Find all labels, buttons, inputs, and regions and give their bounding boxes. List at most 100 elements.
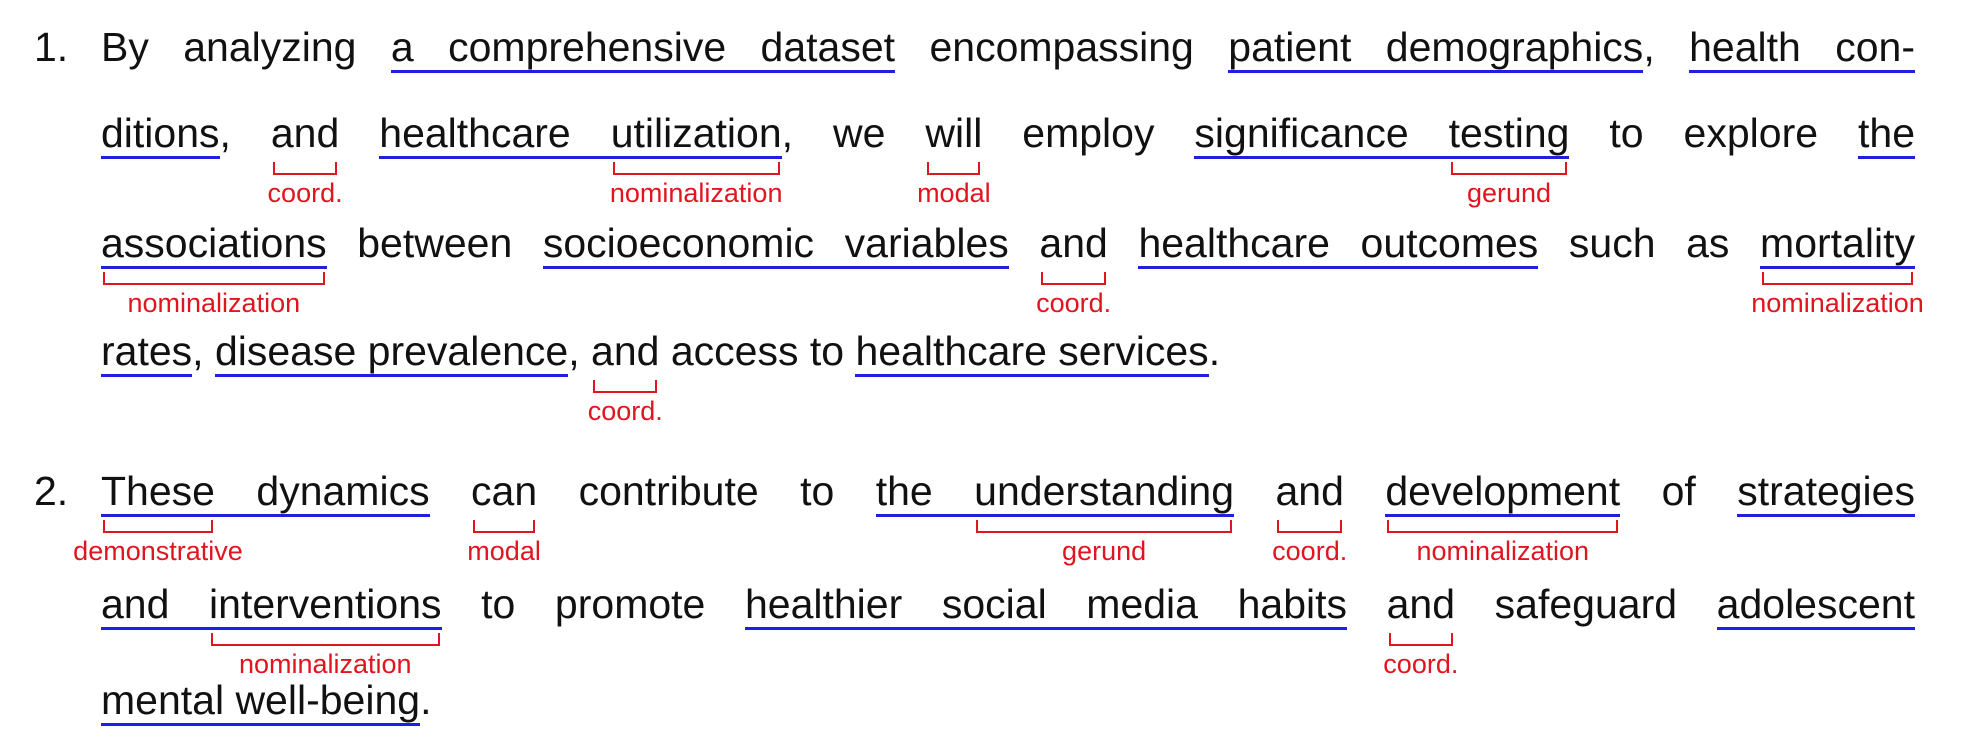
annotation-label: nominalization [609, 178, 783, 208]
segment-text: socioeconomic variables [542, 220, 1009, 266]
segment-text: , we [781, 110, 926, 156]
segment-text: of [1620, 468, 1738, 514]
annotation-bracket [272, 162, 338, 175]
segment-text: healthcare [379, 110, 611, 156]
annotation-bracket [211, 633, 440, 646]
underlined-phrase: health con- [1689, 24, 1916, 73]
segment-text: healthier social media habits [744, 581, 1347, 627]
segment-text [1234, 468, 1275, 514]
segment-text: significance [1194, 110, 1449, 156]
segment-text: healthcare services [855, 328, 1209, 374]
annotation-label: nominalization [1751, 288, 1924, 318]
segment-text: and [591, 328, 660, 374]
text-line: By analyzing a comprehensive dataset enc… [101, 22, 1916, 73]
underlined-phrase: mortality nominalization [1751, 220, 1924, 318]
underlined-phrase: dynamics [214, 468, 430, 517]
segment-text: such as [1538, 220, 1761, 266]
segment-text: patient demographics [1228, 24, 1644, 70]
underlined-phrase: significance [1194, 110, 1449, 159]
text-segment: safeguard [1455, 581, 1717, 627]
text-segment [1108, 220, 1139, 266]
segment-text [339, 110, 379, 156]
underlined-phrase: healthier social media habits [744, 581, 1347, 630]
text-segment: and coord. [1383, 581, 1458, 679]
underlined-phrase: a comprehensive dataset [390, 24, 896, 73]
underlined-phrase: strategies [1737, 468, 1915, 517]
annotation-bracket [1450, 162, 1568, 175]
annotation-bracket [473, 520, 536, 533]
text-segment: contribute to [537, 468, 876, 514]
annotation-label: nominalization [238, 649, 412, 679]
segment-text: safeguard [1455, 581, 1717, 627]
item-number: 1. [34, 24, 69, 70]
annotation-bracket [103, 520, 213, 533]
annotation-bracket [1041, 272, 1106, 285]
text-segment [1347, 581, 1387, 627]
underlined-phrase: These demonstrative [73, 468, 243, 566]
underlined-phrase: mental well-being [101, 677, 421, 726]
text-segment: and coord. [588, 328, 663, 426]
annotation-label: modal [467, 536, 541, 566]
text-segment: and coord. [268, 110, 343, 208]
segment-text: and [270, 110, 340, 156]
underlined-phrase: the [1858, 110, 1915, 159]
segment-text: development [1385, 468, 1621, 514]
text-segment [339, 110, 379, 156]
text-segment [1344, 468, 1385, 514]
annotation-bracket [612, 162, 780, 175]
segment-text: dynamics [214, 468, 430, 514]
segment-text: and [101, 581, 210, 627]
segment-text: . [420, 677, 432, 723]
underlined-phrase: healthcare outcomes [1138, 220, 1539, 269]
annotation-label: demonstrative [73, 536, 243, 566]
segment-text: . [1208, 328, 1221, 374]
underlined-phrase: disease prevalence [214, 328, 569, 377]
segment-text [430, 468, 471, 514]
segment-text [1108, 220, 1139, 266]
text-segment [1009, 220, 1040, 266]
underlined-phrase: rates [101, 328, 193, 377]
text-segment: access to [659, 328, 855, 374]
segment-text: contribute to [537, 468, 876, 514]
segment-text: , [1643, 24, 1690, 70]
annotation-bracket [1762, 272, 1913, 285]
text-segment: such as [1538, 220, 1760, 266]
text-segment: , [568, 328, 591, 374]
text-segment: . [1209, 328, 1220, 374]
segment-text: to explore [1569, 110, 1858, 156]
underlined-phrase: socioeconomic variables [542, 220, 1009, 269]
annotation-bracket [1388, 633, 1454, 646]
segment-text: can [471, 468, 538, 514]
underlined-phrase: adolescent [1716, 581, 1915, 630]
segment-text: testing [1448, 110, 1570, 156]
text-segment [1234, 468, 1275, 514]
text-segment: , we [782, 110, 926, 156]
segment-text: adolescent [1716, 581, 1915, 627]
text-line: ditions, and coord. healthcare utilizatio… [101, 108, 1915, 208]
annotation-label: nominalization [127, 288, 301, 318]
annotation-bracket [103, 272, 325, 285]
segment-text: employ [982, 110, 1195, 156]
segment-text: healthcare outcomes [1138, 220, 1539, 266]
segment-text: rates [101, 328, 193, 374]
segment-text: , [568, 328, 592, 374]
text-segment: and coord. [1272, 468, 1347, 566]
text-segment: of [1620, 468, 1737, 514]
annotation-label: coord. [267, 178, 343, 208]
text-segment: employ [982, 110, 1194, 156]
segment-text [1347, 581, 1387, 627]
annotation-label: coord. [1036, 288, 1112, 318]
segment-text: ditions [101, 110, 220, 156]
segment-text [1344, 468, 1385, 514]
text-line: mental well-being. [101, 675, 1915, 726]
text-segment: . [420, 677, 431, 723]
segment-text: mortality [1760, 220, 1915, 266]
annotation-bracket [1277, 520, 1342, 533]
text-segment: encompassing [895, 24, 1228, 70]
text-segment: , [1643, 24, 1689, 70]
segment-text: access to [659, 328, 856, 374]
annotation-label: coord. [1383, 649, 1459, 679]
annotation-bracket [1387, 520, 1619, 533]
text-segment: , [220, 110, 271, 156]
annotation-label: coord. [587, 396, 663, 426]
